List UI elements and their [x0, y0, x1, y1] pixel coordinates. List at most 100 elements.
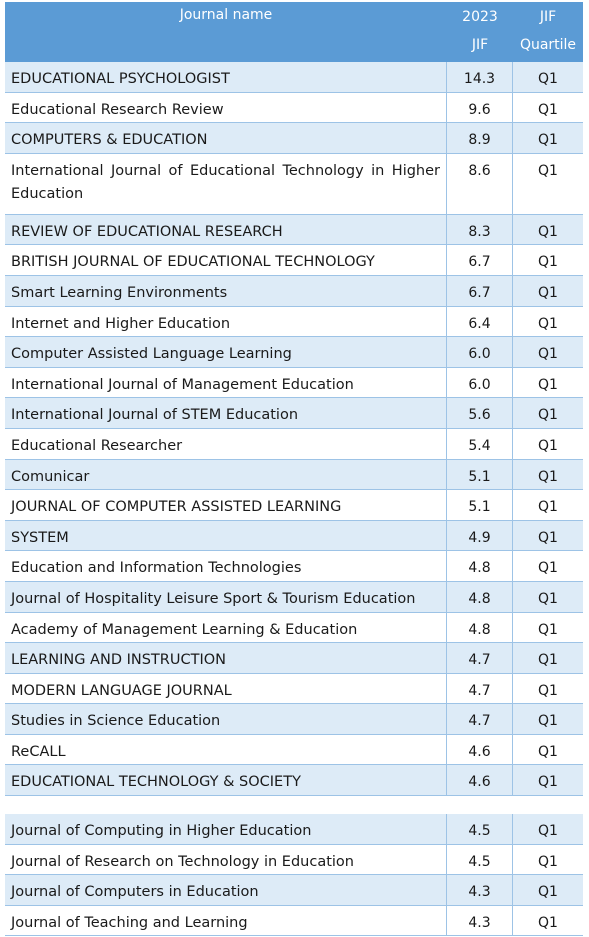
- journal-name-cell: Journal of Teaching and Learning: [5, 905, 447, 936]
- table-row: Internet and Higher Education 6.4 Q1: [5, 306, 583, 338]
- table-body: EDUCATIONAL PSYCHOLOGIST 14.3 Q1 Educationa…: [5, 62, 583, 797]
- table-row: Education and Information Technologies 4.…: [5, 551, 583, 582]
- quartile-cell: Q1: [538, 315, 558, 332]
- quartile-cell: Q1: [538, 132, 558, 149]
- quartile-cell: Q1: [538, 652, 558, 669]
- quartile-cell: Q1: [538, 743, 558, 760]
- table-row: JOURNAL OF COMPUTER ASSISTED LEARNING 5.1…: [5, 490, 583, 521]
- table-row: Journal of Research on Technology in Edu…: [5, 844, 583, 876]
- jif-cell: 8.3: [447, 214, 513, 245]
- jif-cell: 5.1: [447, 459, 513, 490]
- quartile-cell: Q1: [538, 437, 558, 454]
- header-jif-label: JIF: [471, 36, 489, 53]
- journal-name-cell: Journal of Computers in Education: [5, 875, 447, 905]
- quartile-cell: Q1: [538, 101, 558, 118]
- journal-name-cell: SYSTEM: [5, 520, 447, 551]
- jif-cell: 9.6: [447, 92, 513, 123]
- table-row: REVIEW OF EDUCATIONAL RESEARCH 8.3 Q1: [5, 214, 583, 246]
- header-quartile-line1: JIF: [539, 9, 557, 25]
- journal-name-cell: MODERN LANGUAGE JOURNAL: [5, 673, 447, 704]
- jif-cell: 6.0: [447, 337, 513, 367]
- table-row: Academy of Management Learning & Educati…: [5, 612, 583, 644]
- jif-cell: 14.3: [447, 62, 513, 92]
- jif-cell: 8.9: [447, 123, 513, 153]
- journal-name-cell: International Journal of Educational Tec…: [5, 153, 447, 214]
- journal-name-cell: International Journal of Management Educ…: [5, 367, 447, 398]
- journal-name-cell: REVIEW OF EDUCATIONAL RESEARCH: [5, 214, 447, 245]
- table-row: International Journal of Management Educ…: [5, 367, 583, 399]
- quartile-cell: Q1: [538, 284, 558, 301]
- journal-name-cell: ReCALL: [5, 734, 447, 765]
- journal-name-cell: BRITISH JOURNAL OF EDUCATIONAL TECHNOLOG…: [5, 245, 447, 275]
- quartile-cell: Q1: [538, 407, 558, 424]
- quartile-cell: Q1: [538, 376, 558, 393]
- jif-cell: 5.4: [447, 428, 513, 459]
- header-jif: 2023 JIF: [447, 2, 513, 62]
- quartile-cell: Q1: [538, 853, 558, 870]
- jif-cell: 4.7: [447, 673, 513, 704]
- jif-cell: 4.8: [447, 551, 513, 581]
- quartile-cell: Q1: [538, 823, 558, 840]
- journal-name-cell: Academy of Management Learning & Educati…: [5, 612, 447, 643]
- table-row: Journal of Teaching and Learning 4.3 Q1: [5, 905, 583, 937]
- journal-name-cell: Journal of Hospitality Leisure Sport & T…: [5, 581, 447, 612]
- quartile-cell: Q1: [538, 529, 558, 546]
- table-row: Educational Researcher 5.4 Q1: [5, 428, 583, 460]
- journal-name-cell: Studies in Science Education: [5, 704, 447, 734]
- journal-name-cell: International Journal of STEM Education: [5, 398, 447, 428]
- jif-cell: 4.7: [447, 704, 513, 734]
- table-gap: [5, 796, 583, 815]
- table-row: Journal of Hospitality Leisure Sport & T…: [5, 581, 583, 613]
- quartile-cell: Q1: [538, 223, 558, 240]
- table-row: BRITISH JOURNAL OF EDUCATIONAL TECHNOLOG…: [5, 245, 583, 276]
- jif-cell: 4.6: [447, 734, 513, 765]
- jif-cell: 8.6: [447, 153, 513, 214]
- jif-cell: 4.9: [447, 520, 513, 551]
- quartile-cell: Q1: [538, 774, 558, 791]
- jif-cell: 4.3: [447, 875, 513, 905]
- jif-cell: 6.4: [447, 306, 513, 337]
- journal-name-cell: COMPUTERS & EDUCATION: [5, 123, 447, 153]
- jif-cell: 4.5: [447, 844, 513, 875]
- quartile-cell: Q1: [538, 590, 558, 607]
- quartile-cell: Q1: [538, 682, 558, 699]
- table-row: Comunicar 5.1 Q1: [5, 459, 583, 491]
- table-row: Computer Assisted Language Learning 6.0 Q1: [5, 337, 583, 368]
- journal-name-cell: Comunicar: [5, 459, 447, 490]
- journal-name-cell: JOURNAL OF COMPUTER ASSISTED LEARNING: [5, 490, 447, 520]
- journal-name-cell: Computer Assisted Language Learning: [5, 337, 447, 367]
- table-header: Journal name 2023 JIF JIF Quartile: [5, 2, 583, 62]
- journal-name-cell: EDUCATIONAL PSYCHOLOGIST: [5, 62, 447, 92]
- jif-cell: 4.5: [447, 814, 513, 844]
- quartile-cell: Q1: [538, 884, 558, 901]
- header-quartile: JIF Quartile: [513, 2, 583, 62]
- quartile-cell: Q1: [538, 914, 558, 931]
- jif-cell: 5.1: [447, 490, 513, 520]
- jif-cell: 5.6: [447, 398, 513, 428]
- table-row: Smart Learning Environments 6.7 Q1: [5, 275, 583, 307]
- table-row: International Journal of STEM Education 5…: [5, 398, 583, 429]
- quartile-cell: Q1: [538, 713, 558, 730]
- journal-name-cell: Internet and Higher Education: [5, 306, 447, 337]
- table-row: Educational Research Review 9.6 Q1: [5, 92, 583, 124]
- jif-cell: 4.6: [447, 765, 513, 796]
- header-jif-year: 2023: [462, 9, 498, 25]
- quartile-cell: Q1: [538, 560, 558, 577]
- table-row: COMPUTERS & EDUCATION 8.9 Q1: [5, 123, 583, 154]
- jif-cell: 4.7: [447, 643, 513, 673]
- table-row: ReCALL 4.6 Q1: [5, 734, 583, 766]
- table-body-continued: Journal of Computing in Higher Education…: [5, 814, 583, 937]
- journal-name-cell: EDUCATIONAL TECHNOLOGY & SOCIETY: [5, 765, 447, 796]
- jif-cell: 4.8: [447, 612, 513, 643]
- jif-cell: 4.3: [447, 905, 513, 936]
- jif-cell: 6.7: [447, 245, 513, 275]
- table-row: EDUCATIONAL PSYCHOLOGIST 14.3 Q1: [5, 62, 583, 93]
- journal-name-cell: Smart Learning Environments: [5, 275, 447, 306]
- journal-name-cell: Educational Research Review: [5, 92, 447, 123]
- journal-name-cell: Education and Information Technologies: [5, 551, 447, 581]
- table-row: EDUCATIONAL TECHNOLOGY & SOCIETY 4.6 Q1: [5, 765, 583, 797]
- journal-name-cell: Journal of Research on Technology in Edu…: [5, 844, 447, 875]
- quartile-cell: Q1: [538, 621, 558, 638]
- journal-name-cell: LEARNING AND INSTRUCTION: [5, 643, 447, 673]
- journal-name-cell: Educational Researcher: [5, 428, 447, 459]
